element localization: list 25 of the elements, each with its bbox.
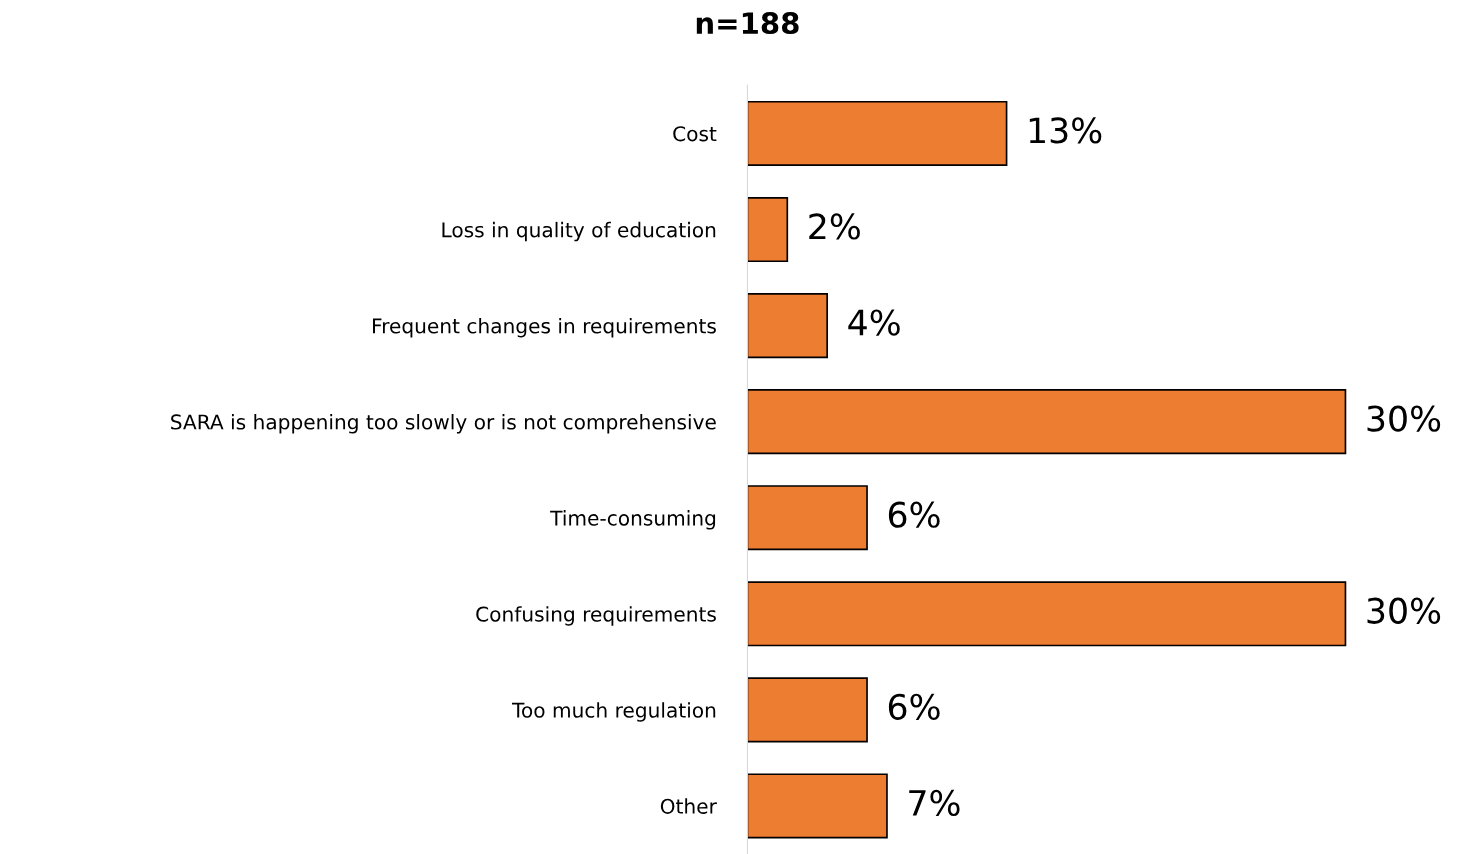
bar — [747, 581, 1347, 647]
bar — [747, 293, 829, 359]
data-label: 30% — [1367, 597, 1441, 624]
data-label: 7% — [909, 789, 960, 817]
bar — [747, 100, 1008, 166]
y-tick-label: Loss in quality of education — [442, 221, 716, 242]
y-tick-label: Other — [660, 798, 717, 814]
y-tick-label: SARA is happening too slowly or is not comprehensive — [171, 414, 716, 434]
bar — [747, 773, 888, 839]
bar — [747, 196, 789, 263]
y-tick-label: Time-consuming — [550, 510, 716, 530]
y-tick-label: Too much regulation — [512, 702, 716, 722]
data-label: 6% — [888, 693, 940, 720]
y-tick-label: Confusing requirements — [476, 606, 716, 626]
data-label: 13% — [1029, 117, 1102, 144]
bar — [747, 389, 1347, 455]
data-label: 4% — [848, 309, 900, 336]
data-label: 2% — [809, 213, 860, 240]
data-label: 30% — [1367, 405, 1441, 432]
y-tick-label: Frequent changes in requirements — [373, 317, 716, 338]
bar — [747, 485, 868, 551]
chart-title: n=188 — [696, 12, 799, 35]
data-label: 6% — [888, 501, 940, 528]
bar — [747, 677, 868, 743]
y-tick-label: Cost — [673, 126, 717, 142]
